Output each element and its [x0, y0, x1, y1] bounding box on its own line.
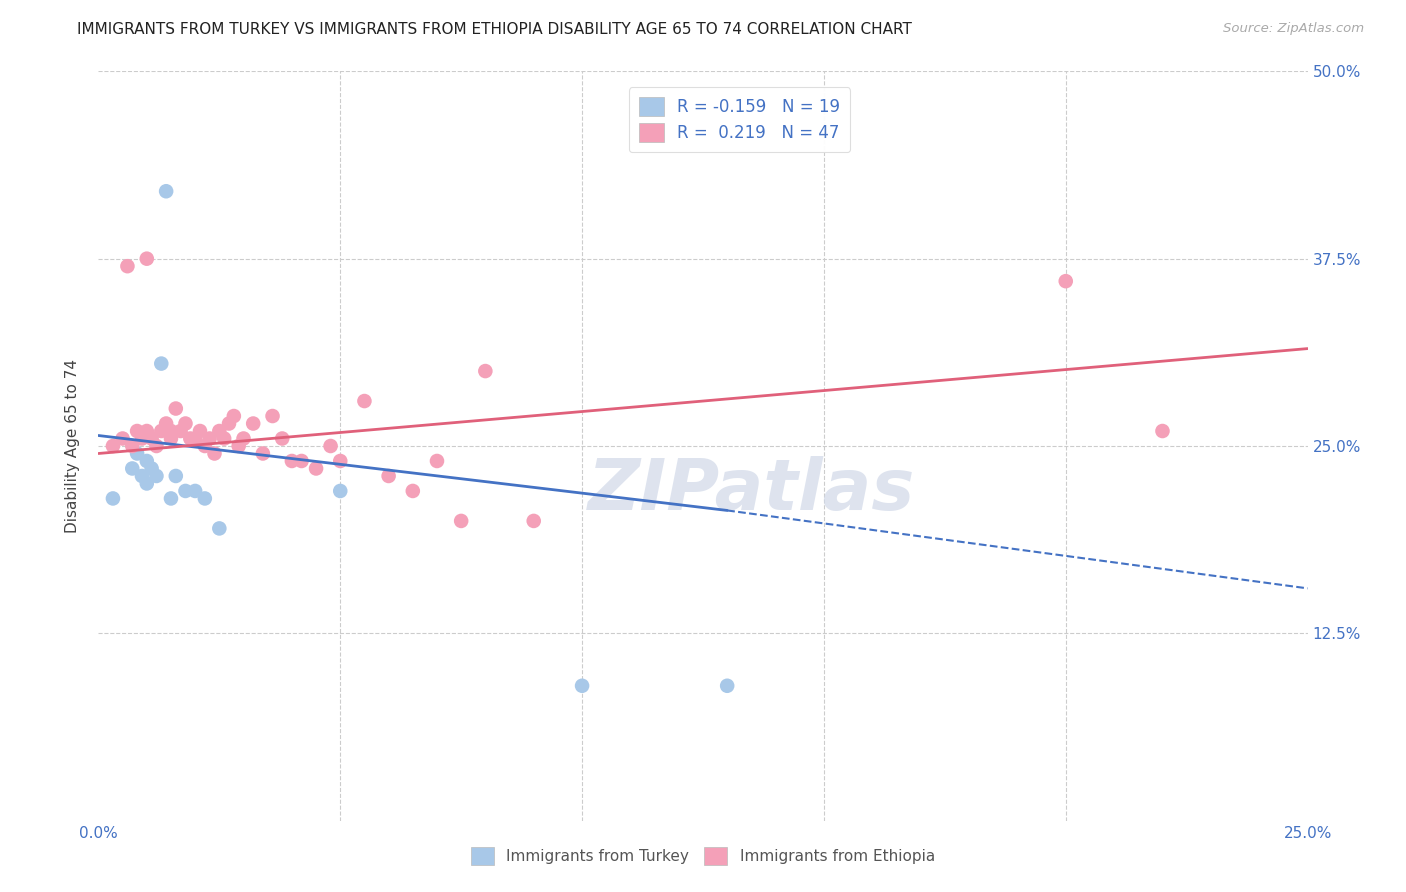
Point [145, 439, 167, 453]
Point [222, 409, 245, 423]
Point [160, 491, 183, 506]
Point [179, 432, 201, 446]
Point [402, 483, 425, 498]
Point [262, 409, 284, 423]
Point [188, 424, 211, 438]
Point [155, 417, 177, 431]
Point [319, 439, 342, 453]
Point [121, 461, 143, 475]
Point [145, 469, 167, 483]
Point [571, 679, 593, 693]
Point [281, 454, 304, 468]
Text: ZIPatlas: ZIPatlas [588, 457, 915, 525]
Point [141, 432, 163, 446]
Point [184, 483, 207, 498]
Point [377, 469, 399, 483]
Legend: Immigrants from Turkey, Immigrants from Ethiopia: Immigrants from Turkey, Immigrants from … [465, 841, 941, 871]
Text: IMMIGRANTS FROM TURKEY VS IMMIGRANTS FROM ETHIOPIA DISABILITY AGE 65 TO 74 CORRE: IMMIGRANTS FROM TURKEY VS IMMIGRANTS FRO… [77, 22, 912, 37]
Point [174, 483, 197, 498]
Point [127, 424, 149, 438]
Point [184, 432, 207, 446]
Point [716, 679, 738, 693]
Point [135, 454, 157, 468]
Point [165, 469, 187, 483]
Point [204, 446, 226, 460]
Point [127, 446, 149, 460]
Point [111, 432, 134, 446]
Point [117, 259, 139, 273]
Point [208, 521, 231, 535]
Point [160, 432, 183, 446]
Point [194, 491, 217, 506]
Point [252, 446, 274, 460]
Point [523, 514, 546, 528]
Point [131, 432, 153, 446]
Point [228, 439, 250, 453]
Point [426, 454, 449, 468]
Y-axis label: Disability Age 65 to 74: Disability Age 65 to 74 [65, 359, 80, 533]
Point [474, 364, 496, 378]
Point [232, 432, 254, 446]
Text: Source: ZipAtlas.com: Source: ZipAtlas.com [1223, 22, 1364, 36]
Point [194, 439, 217, 453]
Point [131, 469, 153, 483]
Point [353, 394, 375, 409]
Point [1054, 274, 1077, 288]
Point [271, 432, 294, 446]
Point [329, 483, 352, 498]
Legend: R = -0.159   N = 19, R =  0.219   N = 47: R = -0.159 N = 19, R = 0.219 N = 47 [628, 87, 851, 153]
Point [155, 184, 177, 198]
Point [160, 424, 183, 438]
Point [135, 476, 157, 491]
Point [218, 417, 240, 431]
Point [169, 424, 191, 438]
Point [101, 491, 124, 506]
Point [141, 461, 163, 475]
Point [101, 439, 124, 453]
Point [212, 432, 235, 446]
Point [1152, 424, 1174, 438]
Point [121, 439, 143, 453]
Point [150, 424, 173, 438]
Point [174, 417, 197, 431]
Point [450, 514, 472, 528]
Point [135, 252, 157, 266]
Point [290, 454, 312, 468]
Point [305, 461, 328, 475]
Point [165, 401, 187, 416]
Point [150, 357, 173, 371]
Point [135, 424, 157, 438]
Point [198, 432, 221, 446]
Point [242, 417, 264, 431]
Point [208, 424, 231, 438]
Point [329, 454, 352, 468]
